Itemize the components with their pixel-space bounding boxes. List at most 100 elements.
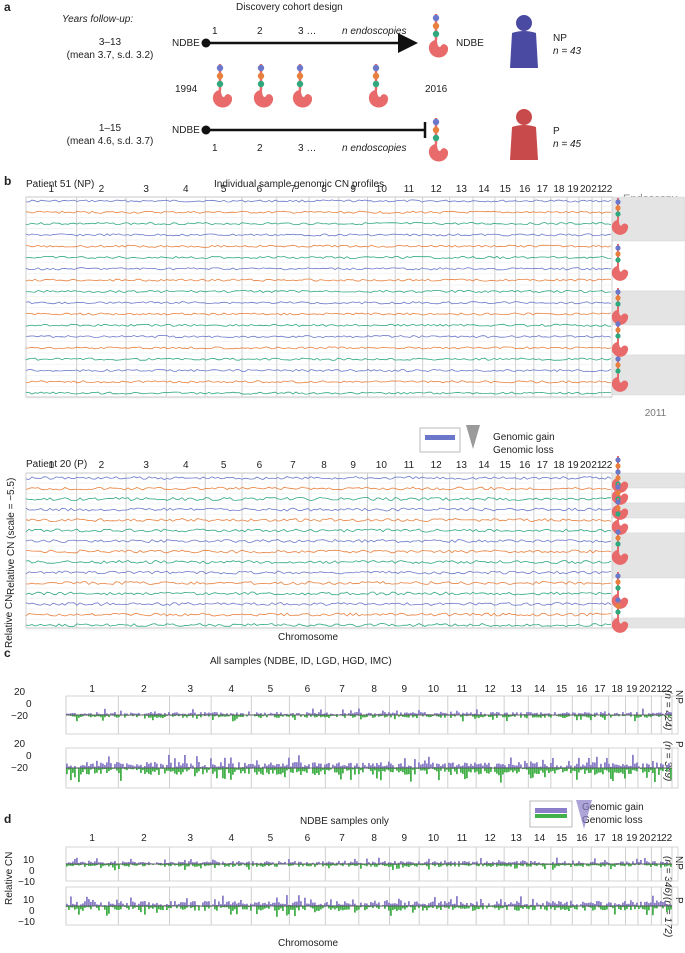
stomach-icon (254, 64, 273, 107)
loss-bar (232, 768, 234, 775)
gain-bar (332, 765, 334, 768)
gain-bar (498, 860, 500, 864)
stomach-icon (429, 14, 448, 57)
loss-bar (140, 768, 142, 773)
loss-bar (472, 906, 474, 911)
loss-bar (396, 768, 398, 771)
gain-bar (456, 765, 458, 768)
b-top-chrom-label: 20 (580, 184, 592, 195)
loss-bar (246, 906, 248, 910)
gain-bar (640, 860, 642, 864)
gain-bar (412, 712, 414, 715)
loss-bar (460, 906, 462, 909)
gain-bar (276, 764, 278, 768)
loss-bar (234, 906, 236, 909)
loss-bar (364, 906, 366, 910)
gain-bar (142, 901, 144, 906)
loss-bar (300, 768, 302, 775)
gain-bar (272, 903, 274, 906)
loss-bar (670, 768, 672, 779)
gain-bar (664, 901, 666, 906)
patient1-frame (26, 197, 612, 397)
gain-bar (148, 764, 150, 768)
gain-bar (642, 709, 644, 715)
loss-bar (408, 768, 410, 774)
gain-bar (398, 899, 400, 906)
loss-bar (144, 906, 146, 915)
endoscopy-band (612, 578, 685, 618)
loss-bar (470, 768, 472, 772)
gain-bar (342, 765, 344, 768)
loss-bar (114, 906, 116, 909)
legend-gradient-triangle (466, 425, 480, 449)
gain-bar (482, 903, 484, 906)
gain-bar (470, 903, 472, 906)
gain-bar (386, 900, 388, 906)
gain-bar (644, 858, 646, 864)
loss-bar (488, 768, 490, 774)
gain-bar (74, 859, 76, 864)
loss-bar (70, 768, 72, 780)
loss-bar (634, 715, 636, 721)
gain-bar (328, 763, 330, 768)
loss-bar (544, 768, 546, 777)
loss-bar (296, 768, 298, 772)
gain-bar (470, 764, 472, 768)
gain-bar (176, 712, 178, 715)
loss-bar (194, 864, 196, 867)
gain-bar (446, 903, 448, 906)
gain-bar (278, 902, 280, 906)
gain-bar (174, 901, 176, 906)
gain-bar (160, 764, 162, 768)
cn-track (26, 571, 611, 574)
gain-bar (624, 901, 626, 906)
b-bottom-chrom-label: 12 (431, 460, 443, 471)
gain-bar (404, 903, 406, 906)
loss-bar (96, 768, 98, 773)
gain-bar (594, 858, 596, 864)
gain-bar (140, 902, 142, 906)
loss-bar (330, 906, 332, 910)
cn-track (26, 508, 611, 511)
gain-bar (336, 901, 338, 906)
loss-bar (444, 768, 446, 772)
gain-bar (166, 765, 168, 768)
loss-bar (278, 715, 280, 718)
loss-bar (164, 864, 166, 867)
loss-bar (516, 864, 518, 868)
loss-bar (560, 906, 562, 910)
cn-track (26, 561, 611, 564)
gain-bar (564, 903, 566, 906)
d-chrom-label: 6 (305, 833, 311, 844)
gain-bar (504, 765, 506, 768)
loss-bar (564, 906, 566, 910)
gain-bar (462, 861, 464, 864)
gain-bar (642, 763, 644, 768)
loss-bar (182, 906, 184, 910)
loss-bar (338, 768, 340, 775)
loss-bar (280, 768, 282, 774)
loss-bar (146, 768, 148, 772)
gain-bar (524, 861, 526, 864)
loss-bar (360, 715, 362, 719)
loss-bar (372, 768, 374, 774)
gain-bar (518, 762, 520, 768)
loss-bar (380, 768, 382, 780)
gain-bar (150, 763, 152, 768)
loss-bar (486, 768, 488, 773)
gain-bar (370, 765, 372, 768)
loss-bar (456, 768, 458, 774)
gain-bar (364, 765, 366, 768)
loss-bar (450, 768, 452, 775)
loss-bar (196, 715, 198, 719)
loss-bar (278, 768, 280, 774)
gain-bar (422, 764, 424, 768)
gain-bar (164, 860, 166, 864)
gain-bar (298, 755, 300, 768)
gain-bar (300, 901, 302, 906)
loss-bar (214, 906, 216, 909)
gain-bar (132, 902, 134, 906)
loss-bar (496, 715, 498, 718)
gain-bar (578, 861, 580, 864)
gain-bar (234, 901, 236, 906)
